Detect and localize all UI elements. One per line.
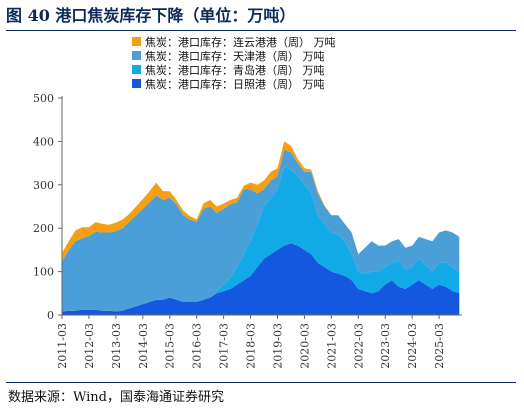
y-tick-label: 300 <box>33 179 54 192</box>
y-tick-label: 0 <box>47 309 54 322</box>
y-tick-label: 400 <box>33 135 54 148</box>
chart-title: 图 40 港口焦炭库存下降（单位：万吨） <box>6 6 296 25</box>
x-tick-label: 2023-03 <box>379 323 392 369</box>
x-tick-label: 2025-03 <box>433 323 446 369</box>
x-tick-label: 2021-03 <box>325 323 338 369</box>
source-rule <box>6 382 516 383</box>
x-tick-label: 2019-03 <box>271 323 284 369</box>
y-tick-label: 500 <box>33 92 54 105</box>
x-tick-label: 2015-03 <box>164 323 177 369</box>
x-tick-label: 2013-03 <box>110 323 123 369</box>
legend-label-3: 焦炭：港口库存：日照港（周） 万吨 <box>145 77 325 91</box>
legend-swatch-3 <box>132 79 141 88</box>
area-series-0 <box>62 243 460 315</box>
x-tick-label: 2014-03 <box>137 323 150 369</box>
area-series-1 <box>62 167 460 312</box>
legend-label-1: 焦炭：港口库存：天津港（周） 万吨 <box>145 49 325 63</box>
x-tick-label: 2024-03 <box>406 323 419 369</box>
y-tick-label: 200 <box>33 222 54 235</box>
legend-swatch-2 <box>132 65 141 74</box>
x-tick-label: 2018-03 <box>245 323 258 369</box>
stacked-area-chart: 0 100 200 300 400 500 2011-03 2012-03 2013-03 201… <box>33 35 462 369</box>
x-tick-label: 2020-03 <box>298 323 311 369</box>
x-tick-label: 2017-03 <box>218 323 231 369</box>
source-note: 数据来源：Wind，国泰海通证券研究 <box>8 390 224 405</box>
y-tick-label: 100 <box>33 266 54 279</box>
legend-label-0: 焦炭：港口库存：连云港港（周） 万吨 <box>145 35 336 49</box>
legend-swatch-0 <box>132 37 141 46</box>
area-series-2 <box>62 150 460 312</box>
x-tick-label: 2011-03 <box>56 323 69 369</box>
title-rule <box>6 30 516 31</box>
x-tick-label: 2022-03 <box>352 323 365 369</box>
legend-label-2: 焦炭：港口库存：青岛港（周） 万吨 <box>145 63 325 77</box>
x-tick-label: 2012-03 <box>83 323 96 369</box>
area-series-3 <box>62 141 460 262</box>
x-tick-label: 2016-03 <box>191 323 204 369</box>
legend-swatch-1 <box>132 51 141 60</box>
